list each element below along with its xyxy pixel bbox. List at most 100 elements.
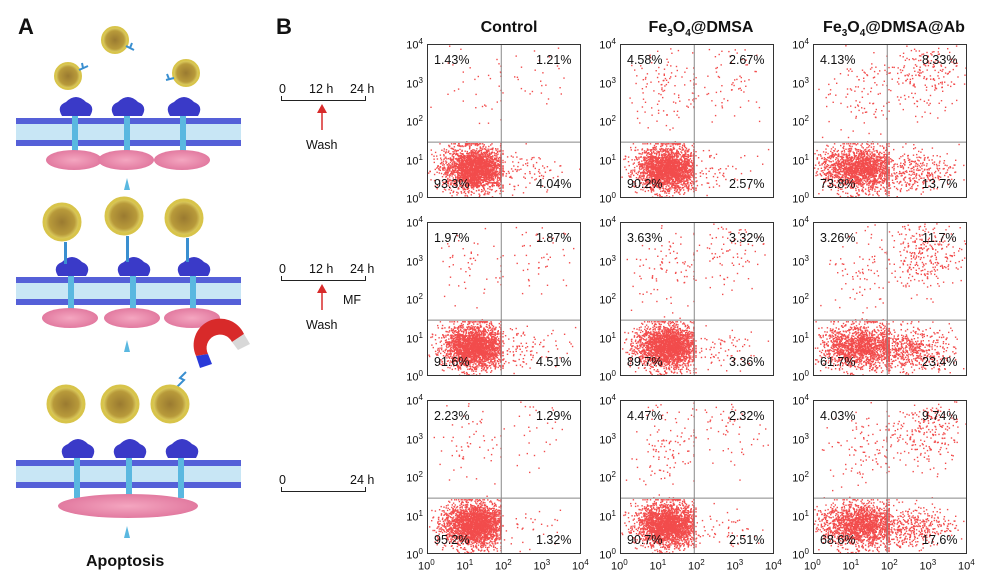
timeline-tick — [281, 96, 282, 101]
x-tick-label: 100 — [804, 558, 821, 573]
receptor — [42, 236, 220, 328]
quadrant-ur-percent: 2.67% — [729, 53, 764, 67]
flow-cytometry-plot: 4.47% 2.32% 90.7% 2.51% — [620, 400, 774, 554]
schematic-illustration — [16, 26, 250, 538]
y-tick-label: 103 — [787, 76, 809, 91]
flow-cytometry-plot: 4.58% 2.67% 90.2% 2.57% — [620, 44, 774, 198]
y-tick-label: 100 — [787, 191, 809, 206]
quadrant-lr-percent: 17.6% — [922, 533, 957, 547]
apoptosis-label: Apoptosis — [86, 553, 164, 571]
y-tick-label: 101 — [594, 331, 616, 346]
cell-membrane — [16, 277, 241, 305]
timeline-tick — [365, 276, 366, 281]
y-tick-label: 102 — [787, 470, 809, 485]
nanoparticle-free — [165, 59, 200, 87]
timeline-tick — [281, 487, 282, 492]
y-tick-label: 100 — [594, 547, 616, 562]
mf-label: MF — [343, 293, 361, 307]
wash-label: Wash — [306, 138, 338, 152]
y-tick-label: 102 — [401, 292, 423, 307]
y-tick-label: 101 — [401, 509, 423, 524]
y-tick-label: 103 — [401, 254, 423, 269]
y-tick-label: 102 — [787, 114, 809, 129]
quadrant-lr-percent: 2.51% — [729, 533, 764, 547]
y-tick-label: 104 — [401, 393, 423, 408]
y-tick-label: 100 — [401, 191, 423, 206]
y-tick-label: 101 — [787, 509, 809, 524]
flow-cytometry-plot: 4.13% 8.33% 73.8% 13.7% — [813, 44, 967, 198]
y-tick-label: 103 — [401, 432, 423, 447]
y-tick-label: 102 — [594, 292, 616, 307]
quadrant-ll-percent: 93.3% — [434, 177, 469, 191]
quadrant-lr-percent: 13.7% — [922, 177, 957, 191]
arrow-down-icon — [124, 178, 130, 190]
quadrant-lr-percent: 23.4% — [922, 355, 957, 369]
y-tick-label: 103 — [787, 254, 809, 269]
y-tick-label: 104 — [594, 215, 616, 230]
y-tick-label: 103 — [594, 432, 616, 447]
y-tick-label: 101 — [594, 509, 616, 524]
wash-label: Wash — [306, 318, 338, 332]
x-tick-label: 101 — [650, 558, 667, 573]
nanoparticle-free — [101, 26, 135, 54]
y-tick-label: 102 — [594, 470, 616, 485]
x-tick-label: 102 — [688, 558, 705, 573]
quadrant-ul-percent: 3.63% — [627, 231, 662, 245]
scatter-points — [621, 45, 773, 197]
timeline-mid-label: 12 h — [309, 262, 333, 276]
y-tick-label: 100 — [401, 547, 423, 562]
y-tick-label: 100 — [401, 369, 423, 384]
x-tick-label: 103 — [920, 558, 937, 573]
y-tick-label: 104 — [787, 215, 809, 230]
quadrant-ll-percent: 95.2% — [434, 533, 469, 547]
x-tick-label: 104 — [572, 558, 589, 573]
x-tick-label: 103 — [727, 558, 744, 573]
timeline-tick — [365, 96, 366, 101]
quadrant-ll-percent: 61.7% — [820, 355, 855, 369]
scatter-points — [814, 401, 966, 553]
y-tick-label: 102 — [787, 292, 809, 307]
flow-cytometry-plot: 1.97% 1.87% 91.6% 4.51% — [427, 222, 581, 376]
quadrant-lr-percent: 1.32% — [536, 533, 571, 547]
y-tick-label: 102 — [594, 114, 616, 129]
x-tick-label: 104 — [765, 558, 782, 573]
y-tick-label: 101 — [594, 153, 616, 168]
y-tick-label: 102 — [401, 470, 423, 485]
quadrant-ll-percent: 73.8% — [820, 177, 855, 191]
column-header-fe3o4-dmsa: Fe3O4@DMSA — [611, 19, 791, 39]
column-header-fe3o4-dmsa-ab: Fe3O4@DMSA@Ab — [804, 19, 984, 39]
y-tick-label: 101 — [401, 153, 423, 168]
panel-label-a: A — [18, 14, 34, 40]
receptor — [46, 97, 102, 170]
nanoparticle-free — [54, 62, 89, 90]
y-tick-label: 104 — [787, 37, 809, 52]
timeline-axis — [281, 280, 365, 281]
scatter-points — [621, 223, 773, 375]
scatter-points — [621, 401, 773, 553]
quadrant-lr-percent: 4.51% — [536, 355, 571, 369]
y-tick-label: 101 — [787, 331, 809, 346]
timeline-end-label: 24 h — [350, 262, 374, 276]
y-tick-label: 103 — [594, 254, 616, 269]
timeline-end-label: 24 h — [350, 82, 374, 96]
receptor — [154, 97, 210, 170]
quadrant-ul-percent: 1.97% — [434, 231, 469, 245]
y-tick-label: 103 — [787, 432, 809, 447]
quadrant-ul-percent: 4.58% — [627, 53, 662, 67]
y-tick-label: 100 — [594, 369, 616, 384]
quadrant-lr-percent: 2.57% — [729, 177, 764, 191]
timeline-start-label: 0 — [279, 82, 286, 96]
quadrant-lr-percent: 4.04% — [536, 177, 571, 191]
timeline-start-label: 0 — [279, 473, 286, 487]
arrow-up-icon — [317, 284, 327, 310]
quadrant-ur-percent: 9.74% — [922, 409, 957, 423]
x-tick-label: 100 — [611, 558, 628, 573]
quadrant-ur-percent: 3.32% — [729, 231, 764, 245]
timeline-mid-label: 12 h — [309, 82, 333, 96]
quadrant-ur-percent: 8.33% — [922, 53, 957, 67]
y-tick-label: 104 — [401, 215, 423, 230]
quadrant-ur-percent: 1.21% — [536, 53, 571, 67]
receptor — [98, 97, 154, 170]
quadrant-ll-percent: 91.6% — [434, 355, 469, 369]
y-tick-label: 100 — [594, 191, 616, 206]
